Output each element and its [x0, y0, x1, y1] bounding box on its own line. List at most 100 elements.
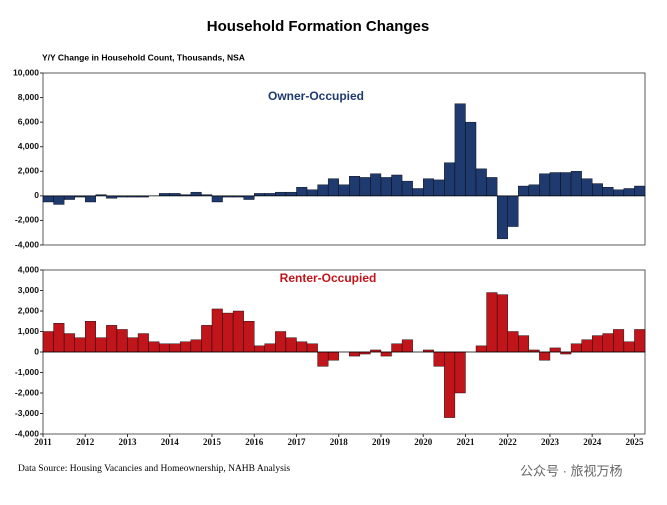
x-tick-label: 2016 — [245, 437, 264, 447]
bar — [243, 321, 255, 353]
bar — [401, 339, 413, 353]
bar — [539, 173, 551, 197]
bar — [581, 339, 593, 353]
x-tick-label: 2023 — [541, 437, 560, 447]
bar — [454, 103, 466, 197]
x-tick-label: 2012 — [76, 437, 95, 447]
bar — [423, 178, 434, 197]
bar — [591, 335, 603, 353]
x-tick-label: 2013 — [118, 437, 137, 447]
bar — [169, 343, 181, 353]
bar — [507, 331, 519, 353]
x-tick-label: 2017 — [287, 437, 306, 447]
bar — [137, 333, 149, 353]
watermark: 公众号 · 旅视万杨 — [520, 463, 623, 478]
bar — [380, 177, 392, 197]
bar — [433, 179, 445, 197]
y-tick-label: 2,000 — [18, 166, 40, 176]
bar — [211, 308, 223, 353]
bar — [85, 321, 97, 353]
bar — [285, 191, 297, 197]
bar — [42, 195, 54, 203]
bar — [211, 195, 223, 203]
bar — [190, 191, 202, 197]
bar — [275, 331, 287, 353]
bar — [412, 188, 424, 197]
bar — [338, 184, 350, 197]
bar — [63, 195, 75, 200]
y-axis-title: Y/Y Change in Household Count, Thousands… — [42, 52, 245, 62]
bar — [148, 341, 160, 353]
y-tick-label: 6,000 — [18, 116, 40, 126]
bar — [74, 337, 86, 353]
bar — [602, 333, 614, 353]
bar — [180, 341, 192, 353]
bar — [63, 333, 75, 353]
bar — [465, 121, 477, 197]
bar — [570, 171, 582, 197]
bar — [296, 341, 308, 353]
bar — [327, 178, 339, 197]
bar — [243, 195, 255, 200]
y-tick-label: -4,000 — [15, 239, 39, 249]
bar — [158, 343, 170, 353]
bar — [296, 187, 308, 197]
bar — [581, 178, 593, 197]
bar — [623, 341, 635, 353]
bar — [602, 187, 614, 197]
bar — [306, 343, 318, 353]
source: Data Source: Housing Vacancies and Homeo… — [18, 464, 290, 474]
bar — [507, 195, 519, 227]
bar — [454, 351, 466, 394]
bar — [106, 325, 118, 353]
chart-title: Household Formation Changes — [207, 18, 430, 35]
y-tick-label: 3,000 — [18, 285, 40, 295]
bar — [317, 184, 329, 197]
bar — [53, 195, 65, 205]
bar — [401, 180, 413, 197]
bar — [560, 172, 572, 197]
bar — [528, 184, 540, 197]
bar — [549, 347, 561, 353]
bar — [496, 294, 508, 353]
bar — [444, 162, 456, 197]
bar — [570, 343, 582, 353]
y-tick-label: 4,000 — [18, 264, 40, 274]
y-tick-label: -3,000 — [15, 408, 39, 418]
bar — [591, 183, 603, 197]
bar — [486, 177, 498, 197]
bar — [190, 339, 202, 353]
bar — [327, 351, 339, 361]
bar — [349, 175, 361, 197]
panel-title: Renter-Occupied — [280, 271, 377, 285]
bar — [623, 188, 635, 197]
bar — [306, 189, 318, 197]
x-tick-label: 2019 — [372, 437, 391, 447]
x-tick-label: 2022 — [499, 437, 518, 447]
bar — [391, 343, 403, 353]
bar — [95, 337, 107, 353]
bar — [518, 185, 530, 197]
bar — [285, 337, 297, 353]
y-tick-label: 10,000 — [13, 67, 39, 77]
bar — [444, 351, 456, 418]
bar — [254, 345, 265, 353]
y-tick-label: -4,000 — [15, 428, 39, 438]
bar — [370, 173, 382, 197]
bar — [549, 172, 561, 197]
bar — [486, 292, 498, 353]
y-tick-label: 2,000 — [18, 305, 40, 315]
bar — [232, 310, 244, 353]
x-tick-label: 2024 — [583, 437, 602, 447]
x-tick-label: 2021 — [456, 437, 475, 447]
bar — [53, 323, 65, 353]
y-tick-label: -2,000 — [15, 215, 39, 225]
bar — [222, 312, 234, 353]
bar — [127, 337, 139, 353]
y-tick-label: 1,000 — [18, 326, 40, 336]
y-tick-label: 0 — [34, 190, 39, 200]
y-tick-label: -2,000 — [15, 387, 39, 397]
bar — [634, 329, 646, 353]
bar — [391, 174, 403, 197]
